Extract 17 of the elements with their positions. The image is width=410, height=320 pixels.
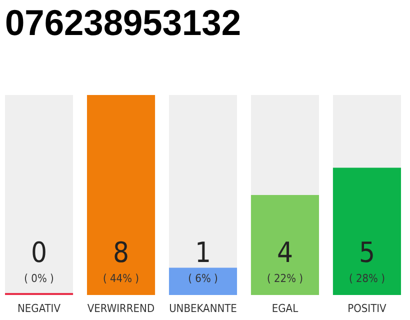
annotation: 0 bbox=[31, 236, 48, 269]
data-label: ( 28% ) bbox=[348, 272, 386, 285]
data-label: ( 44% ) bbox=[103, 272, 140, 285]
x-tick-label: VERWIRREND bbox=[87, 302, 155, 315]
x-tick-label: POSITIV bbox=[348, 302, 387, 315]
data-label: ( 22% ) bbox=[266, 272, 304, 285]
annotation: 4 bbox=[276, 236, 294, 269]
annotation: 8 bbox=[112, 236, 130, 269]
annotation: 1 bbox=[194, 236, 212, 269]
x-tick-label: UNBEKANNTE bbox=[169, 302, 237, 315]
chart-title: 076238953132 bbox=[5, 2, 246, 43]
annotation: 5 bbox=[358, 236, 375, 269]
x-tick-label: NEGATIV bbox=[18, 302, 61, 315]
bar bbox=[168, 268, 238, 295]
data-label: ( 6% ) bbox=[188, 272, 218, 285]
x-tick-label: EGAL bbox=[272, 302, 299, 315]
data-label: ( 0% ) bbox=[24, 272, 54, 285]
